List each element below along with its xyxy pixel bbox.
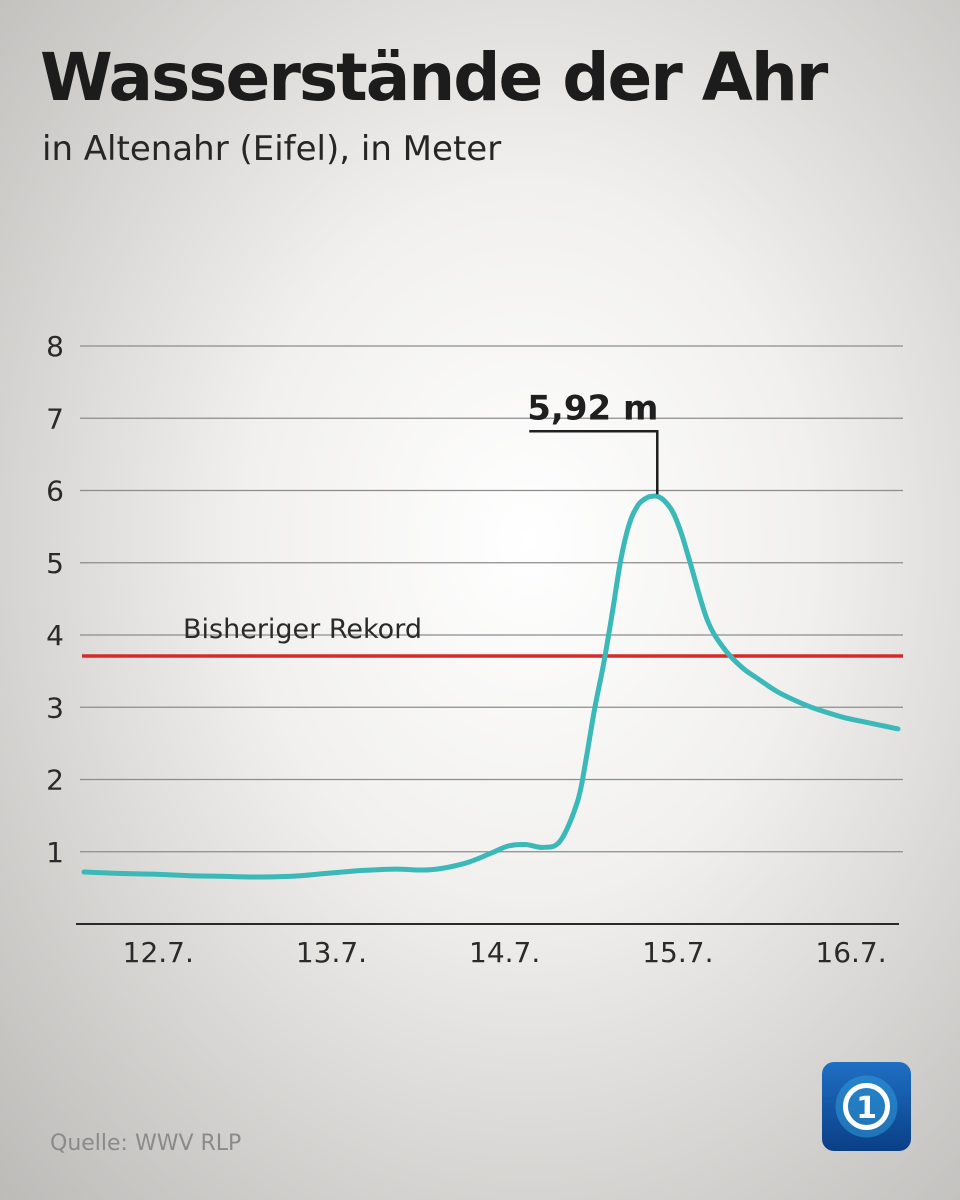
y-tick-label: 3 [46,691,64,724]
y-tick-label: 1 [46,836,64,869]
peak-leader-line [529,430,659,495]
ard-logo-number: 1 [856,1091,877,1126]
chart-subtitle: in Altenahr (Eifel), in Meter [42,129,501,169]
peak-value-label: 5,92 m [527,388,658,428]
x-tick-label: 15.7. [642,936,713,969]
x-axis-ticks: 12.7. 13.7. 14.7. 15.7. 16.7. [123,936,887,969]
x-tick-label: 16.7. [815,936,886,969]
y-tick-label: 7 [46,402,64,435]
y-axis-ticks: 1 2 3 4 5 6 7 8 [46,330,64,869]
x-tick-label: 13.7. [296,936,367,969]
y-tick-label: 8 [46,330,64,363]
y-tick-label: 2 [46,764,64,797]
y-tick-label: 6 [46,475,64,508]
y-tick-label: 5 [46,547,64,580]
water-level-series-line [81,493,901,880]
record-reference-label: Bisheriger Rekord [183,614,422,645]
chart-title: Wasserstände der Ahr [40,39,829,116]
x-tick-label: 14.7. [469,936,540,969]
y-tick-label: 4 [46,619,64,652]
source-note: Quelle: WWV RLP [50,1131,241,1156]
ard-logo: 1 [822,1062,911,1151]
grid-lines [80,345,903,853]
x-tick-label: 12.7. [123,936,194,969]
